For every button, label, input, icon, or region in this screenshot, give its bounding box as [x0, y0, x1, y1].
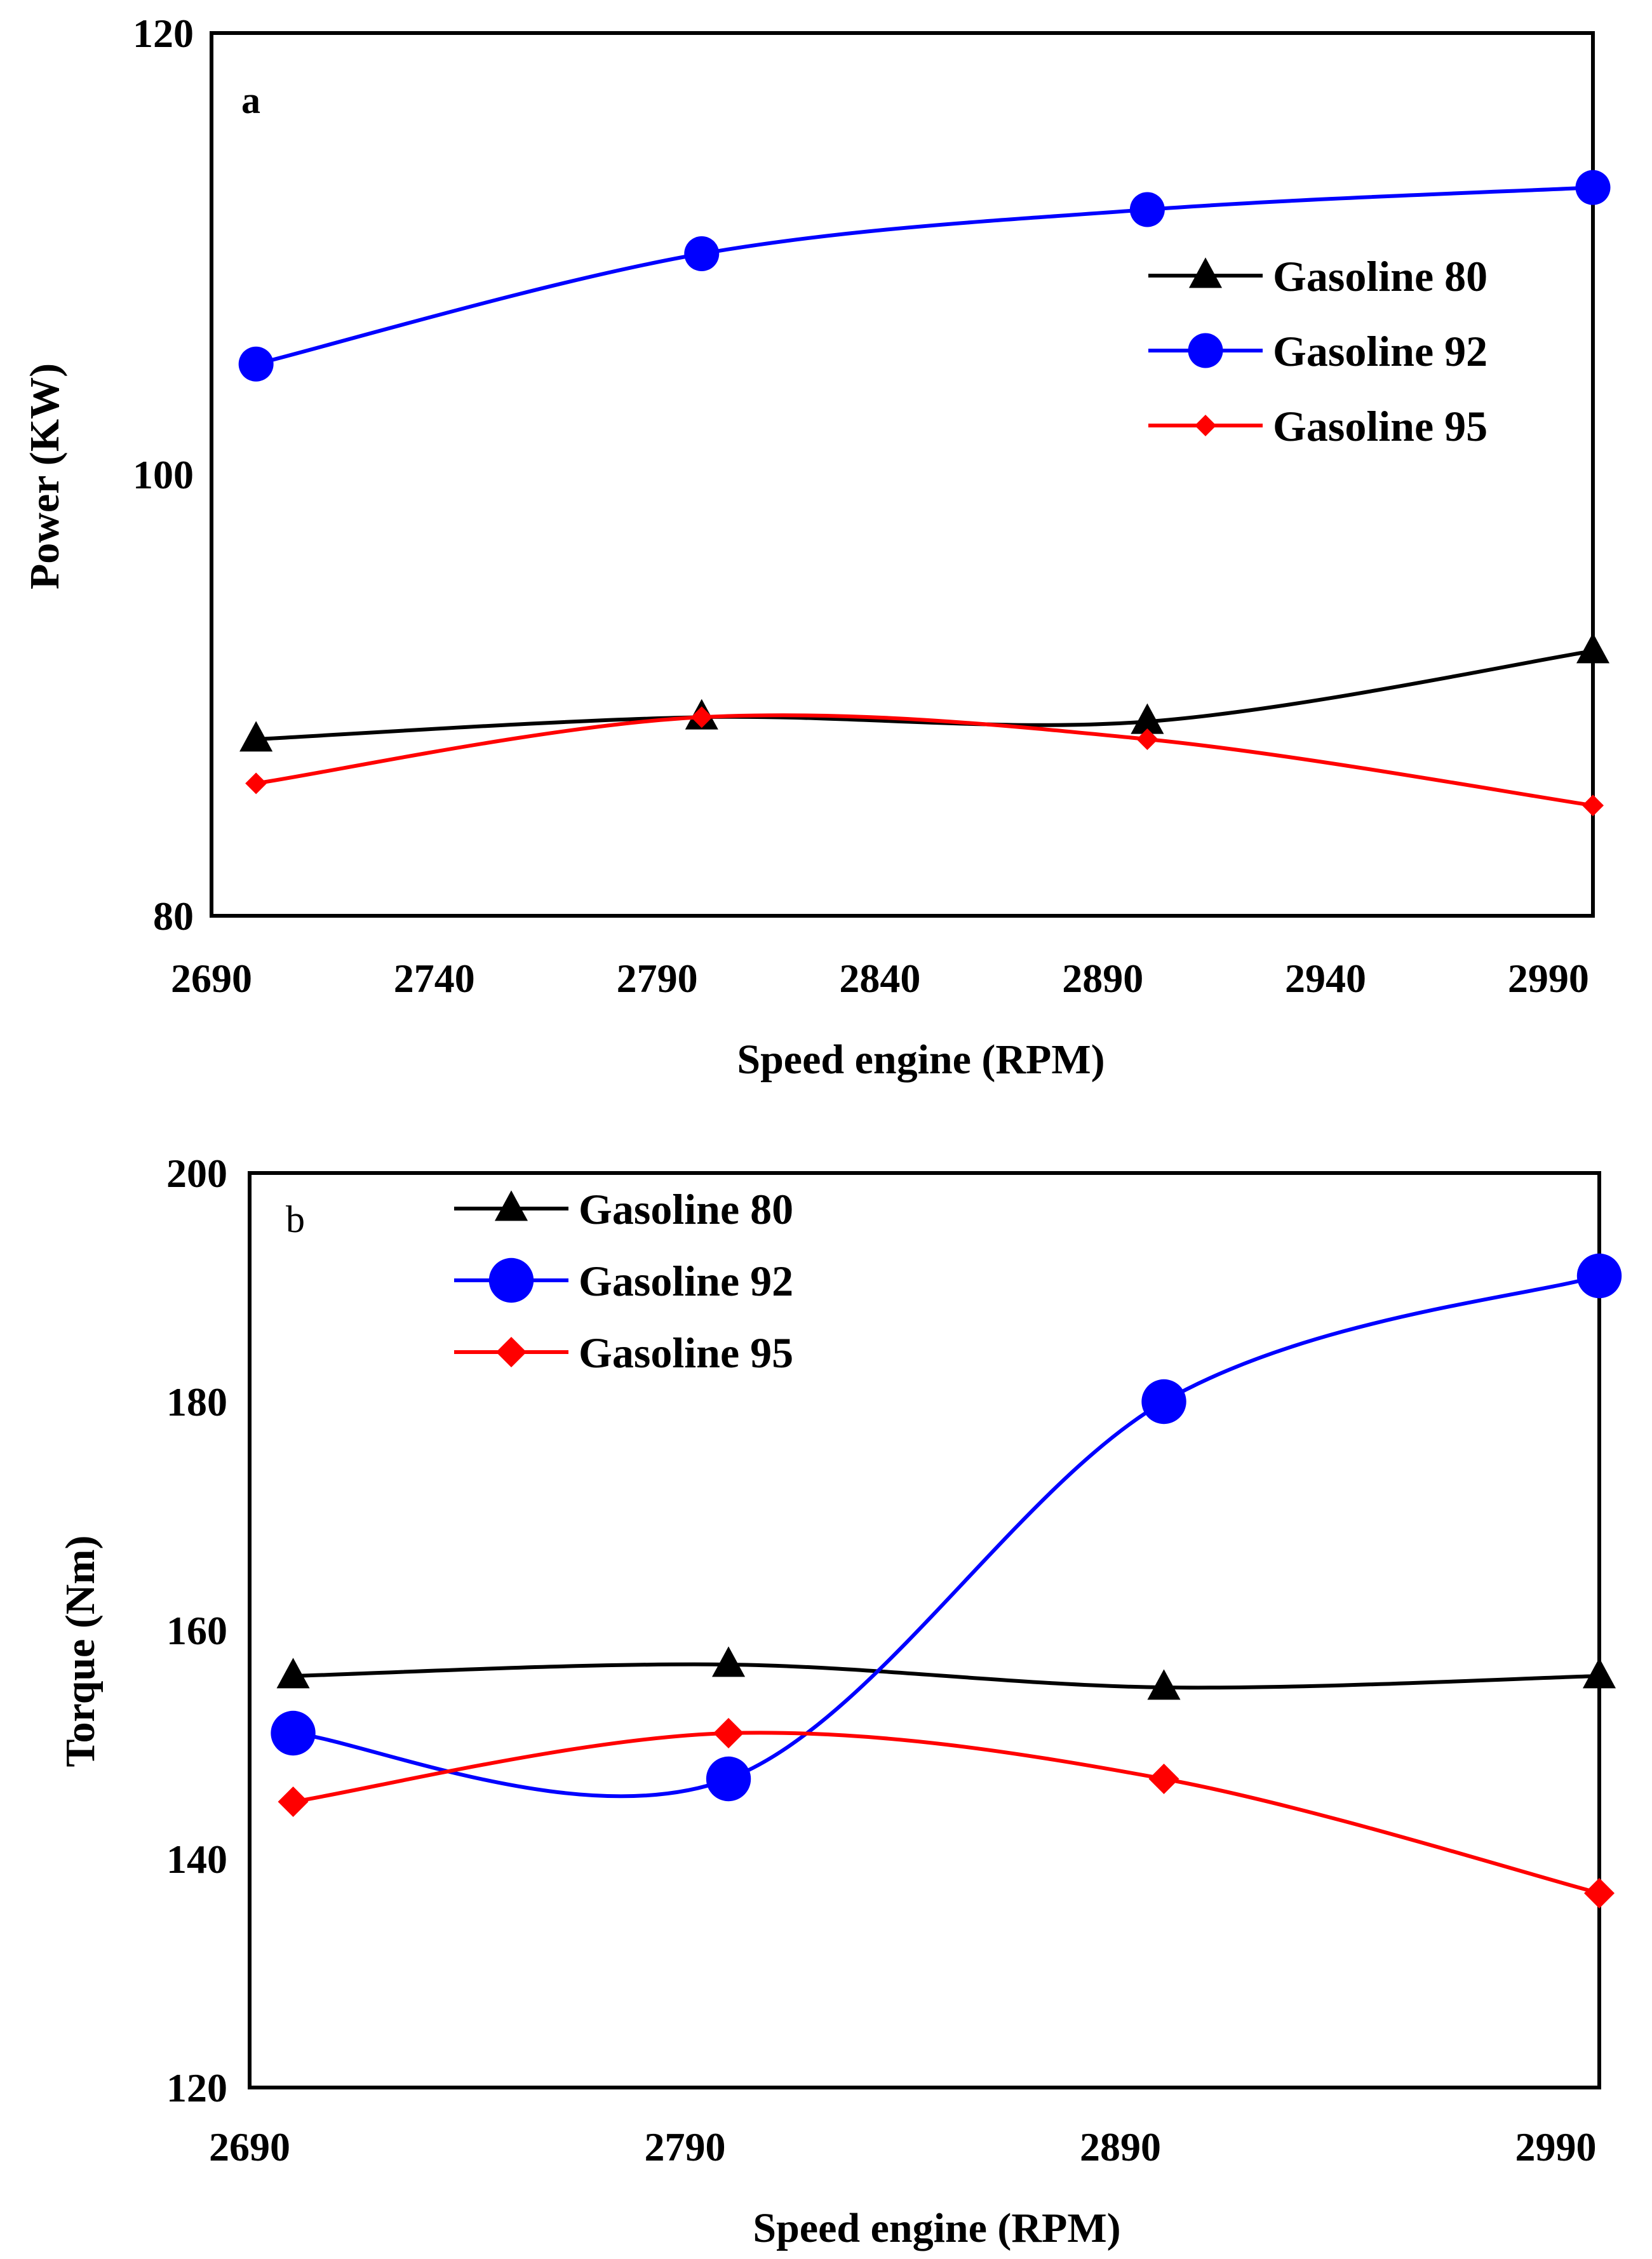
- y-tick-label: 120: [166, 2065, 227, 2110]
- data-point: [1136, 728, 1158, 750]
- data-point: [271, 1710, 316, 1756]
- series-gasoline-92: [271, 1253, 1622, 1802]
- data-point: [1141, 1379, 1186, 1424]
- x-tick-label: 2790: [644, 2124, 725, 2169]
- data-point: [239, 721, 273, 752]
- legend-label: Gasoline 80: [1273, 252, 1487, 300]
- data-point: [1147, 1669, 1181, 1700]
- data-point: [1582, 1658, 1616, 1689]
- legend: Gasoline 80 Gasoline 92 Gasoline 95: [1148, 252, 1487, 450]
- data-point: [684, 236, 720, 271]
- legend-label: Gasoline 92: [579, 1257, 793, 1305]
- legend-marker: [1195, 415, 1216, 436]
- plot-area-frame: [248, 1171, 1601, 2089]
- x-tick-labels: 2690 2790 2890 2990: [209, 2124, 1596, 2169]
- data-point: [1582, 794, 1604, 817]
- y-tick-label: 200: [166, 1151, 227, 1196]
- legend-marker: [494, 1190, 528, 1221]
- legend-item: Gasoline 80: [454, 1185, 793, 1233]
- x-tick-label: 2740: [394, 956, 475, 1001]
- series-line: [256, 649, 1594, 741]
- legend-item: Gasoline 80: [1148, 252, 1487, 300]
- data-point: [276, 1658, 310, 1689]
- x-tick-label: 2990: [1508, 956, 1589, 1001]
- y-tick-labels: 80 100 120: [133, 11, 194, 939]
- data-point: [1129, 192, 1165, 227]
- x-tick-labels: 2690 2740 2790 2840 2890 2940 2990: [171, 956, 1589, 1001]
- torque-chart: b 2690 2790 2890 2990 120 140 160 180 200 Gasol…: [57, 1151, 1622, 2251]
- data-point: [1576, 1253, 1622, 1299]
- data-point: [711, 1646, 746, 1677]
- y-tick-label: 140: [166, 1837, 227, 1882]
- legend-label: Gasoline 95: [1273, 402, 1487, 450]
- x-tick-label: 2790: [617, 956, 698, 1001]
- x-tick-label: 2990: [1515, 2124, 1596, 2169]
- x-axis-label: Speed engine (RPM): [753, 2205, 1120, 2251]
- series-group: [271, 1253, 1622, 1908]
- legend-item: Gasoline 95: [454, 1329, 793, 1377]
- series-line: [293, 1662, 1600, 1690]
- data-point: [713, 1718, 744, 1748]
- legend-item: Gasoline 92: [1148, 327, 1487, 375]
- series-line: [255, 185, 1594, 366]
- data-point: [238, 346, 274, 382]
- series-gasoline-92: [238, 170, 1611, 382]
- y-tick-labels: 120 140 160 180 200: [166, 1151, 227, 2110]
- data-point: [1575, 170, 1611, 205]
- data-point: [1131, 703, 1164, 734]
- x-axis-label: Speed engine (RPM): [737, 1036, 1105, 1083]
- y-tick-label: 180: [166, 1379, 227, 1424]
- data-point: [690, 706, 713, 728]
- legend-label: Gasoline 95: [579, 1329, 793, 1377]
- series-line: [293, 1731, 1600, 1895]
- legend-marker: [1188, 257, 1223, 288]
- legend-marker: [496, 1337, 527, 1367]
- y-tick-label: 80: [153, 894, 194, 939]
- legend-label: Gasoline 92: [1273, 327, 1487, 375]
- panel-label-b: b: [286, 1198, 305, 1240]
- y-tick-label: 100: [133, 452, 194, 497]
- data-point: [278, 1786, 309, 1817]
- data-point: [1148, 1764, 1179, 1794]
- legend-marker: [488, 1257, 534, 1303]
- data-point: [1576, 633, 1610, 664]
- legend-marker: [1188, 333, 1223, 368]
- legend-label: Gasoline 80: [579, 1185, 793, 1233]
- plot-area-frame: [210, 31, 1595, 918]
- x-tick-label: 2890: [1080, 2124, 1161, 2169]
- x-tick-label: 2690: [209, 2124, 290, 2169]
- series-gasoline-95: [278, 1718, 1615, 1908]
- y-tick-label: 120: [133, 11, 194, 56]
- x-tick-label: 2890: [1062, 956, 1143, 1001]
- data-point: [1584, 1878, 1615, 1908]
- x-tick-label: 2940: [1285, 956, 1366, 1001]
- series-group: [238, 170, 1611, 817]
- series-gasoline-80: [239, 633, 1610, 752]
- data-point: [706, 1756, 751, 1802]
- series-gasoline-80: [276, 1646, 1616, 1700]
- y-axis-label: Power (KW): [22, 363, 68, 589]
- series-gasoline-95: [245, 706, 1604, 817]
- x-tick-label: 2690: [171, 956, 252, 1001]
- y-axis-label: Torque (Nm): [57, 1536, 104, 1767]
- legend-item: Gasoline 95: [1148, 402, 1487, 450]
- y-tick-label: 160: [166, 1608, 227, 1653]
- x-tick-label: 2840: [839, 956, 920, 1001]
- power-chart: a 2690 2740 2790 2840 2890 2940 2990 80100120 …: [22, 11, 1611, 1083]
- series-line: [255, 713, 1594, 808]
- panel-label-a: a: [241, 79, 260, 121]
- data-point: [245, 772, 267, 794]
- series-line: [293, 1274, 1600, 1799]
- legend: Gasoline 80 Gasoline 92 Gasoline 95: [454, 1185, 793, 1377]
- legend-item: Gasoline 92: [454, 1257, 793, 1305]
